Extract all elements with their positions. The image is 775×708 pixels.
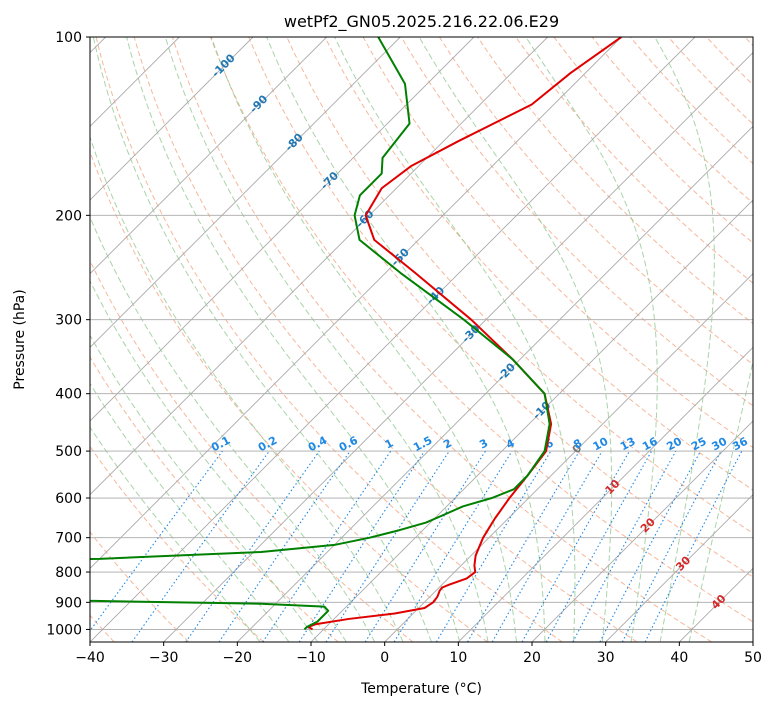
moist-adiabat: [90, 215, 376, 642]
y-tick-label: 300: [55, 313, 82, 329]
mixing-ratio-line: [393, 450, 513, 642]
x-tick-label: −10: [296, 650, 326, 666]
dry-adiabat: [248, 37, 753, 578]
mixing-ratio-label: 30: [710, 435, 730, 454]
moist-adiabats: [90, 37, 753, 642]
mixing-ratio-line: [545, 450, 653, 642]
mixing-ratio-line: [325, 450, 450, 642]
isotherm-line: [384, 273, 753, 642]
dry-adiabat: [95, 37, 563, 642]
mixing-ratio-line: [644, 450, 743, 642]
dry-adiabat: [400, 37, 753, 407]
y-tick-label: 1000: [46, 622, 82, 638]
isotherm-line: [90, 37, 401, 348]
moist-adiabat: [418, 37, 613, 642]
x-tick-label: −20: [223, 650, 253, 666]
dry-adiabat: [133, 37, 638, 642]
moist-adiabat: [126, 37, 461, 642]
mixing-ratio-line: [298, 450, 425, 642]
moist-adiabat: [210, 37, 517, 642]
mixing-ratio-label: 20: [664, 435, 684, 454]
mixing-ratio-label: 36: [730, 435, 750, 454]
plot-frame: [89, 36, 754, 643]
x-tick-label: 10: [449, 650, 467, 666]
x-tick-label: −30: [149, 650, 179, 666]
x-tick-label: 0: [380, 650, 389, 666]
mixing-ratio-label: 10: [591, 435, 611, 454]
mixing-ratio-lines: [90, 450, 743, 642]
x-axis-label: Temperature (°C): [360, 681, 482, 697]
x-tick-label: 30: [597, 650, 615, 666]
mixing-ratio-line: [131, 450, 270, 642]
mixing-ratio-label: 25: [689, 435, 709, 454]
dewpoint-line: [90, 37, 551, 631]
dry-adiabat: [90, 531, 190, 642]
dry-adiabat: [90, 445, 264, 642]
mixing-ratio-line: [521, 450, 630, 642]
dry-adiabat: [515, 37, 753, 284]
y-tick-label: 800: [55, 565, 82, 581]
moist-adiabat: [90, 426, 261, 642]
moist-adiabat: [92, 37, 432, 642]
mixing-ratio-label: 16: [640, 435, 660, 454]
mixing-ratio-line: [572, 450, 677, 642]
isotherm-line: [458, 346, 753, 642]
plot-area: -100-90-80-70-60-50-40-30-20-10010203040…: [90, 37, 753, 642]
isotherm-line: [90, 37, 254, 201]
temperature-line: [307, 37, 622, 631]
mixing-ratio-line: [218, 450, 351, 642]
moist-adiabat: [334, 37, 576, 642]
y-axis-label: Pressure (hPa): [12, 289, 28, 389]
profiles: [90, 37, 622, 631]
isotherm-line: [90, 37, 548, 496]
mixing-ratio-line: [185, 450, 320, 642]
x-tick-label: 20: [523, 650, 541, 666]
isotherm-line: [90, 37, 696, 642]
isotherm-line: [237, 125, 753, 642]
dry-adiabat: [210, 37, 753, 623]
moist-adiabat: [525, 37, 658, 642]
isotherm-line: [90, 37, 475, 422]
moist-adiabat: [90, 382, 290, 642]
y-tick-label: 400: [55, 387, 82, 403]
x-tick-label: 50: [744, 650, 762, 666]
chart-title: wetPf2_GN05.2025.216.22.06.E29: [284, 12, 559, 32]
dry-adiabat: [90, 356, 339, 642]
moist-adiabat: [654, 37, 715, 642]
moist-adiabat: [90, 135, 404, 642]
x-axis: −40 −30 −20 −10 0 10 20 30 40 50: [75, 642, 762, 666]
y-tick-label: 100: [55, 30, 82, 46]
dry-adiabat: [171, 37, 712, 642]
y-tick-label: 200: [55, 208, 82, 224]
x-tick-label: −40: [75, 650, 105, 666]
moist-adiabat: [164, 37, 489, 642]
y-axis: 100 200 300 400 500 600 700 800 900 1000: [46, 30, 90, 638]
isotherm-line: [531, 420, 753, 642]
isotherm-grid: [90, 37, 753, 642]
dry-adiabat: [439, 37, 753, 366]
mixing-ratio-label: 13: [618, 435, 638, 454]
isotherm-line: [310, 199, 753, 642]
mixing-ratio-line: [90, 450, 223, 632]
y-tick-label: 700: [55, 531, 82, 547]
y-tick-label: 900: [55, 595, 82, 611]
isotherm-line: [90, 37, 327, 275]
dry-adiabat: [90, 150, 488, 642]
moist-adiabat: [688, 358, 753, 642]
isotherm-line: [163, 52, 753, 642]
mixing-ratio-line: [262, 450, 392, 642]
isotherm-line: [90, 37, 622, 569]
y-tick-label: 500: [55, 444, 82, 460]
y-tick-label: 600: [55, 491, 82, 507]
isotherm-line: [605, 494, 753, 642]
moist-adiabat: [90, 334, 319, 642]
dry-adiabat: [324, 37, 753, 491]
x-tick-label: 40: [670, 650, 688, 666]
